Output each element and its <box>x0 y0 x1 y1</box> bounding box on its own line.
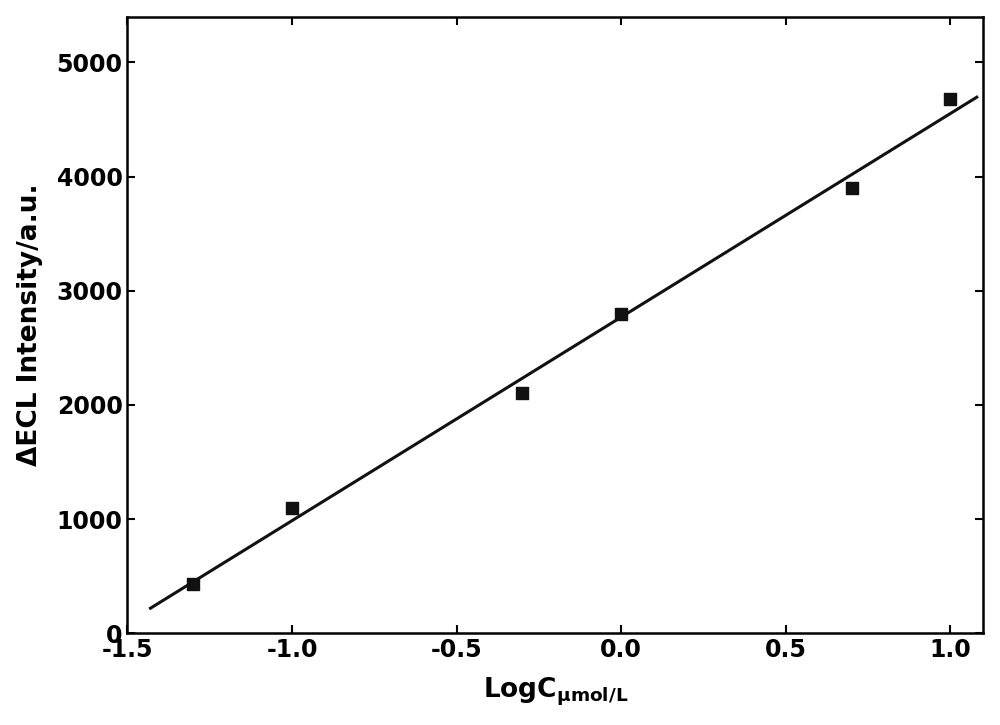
Point <box>514 388 530 399</box>
Point <box>185 579 201 590</box>
Point <box>942 93 958 104</box>
Point <box>613 307 629 319</box>
Y-axis label: ΔECL Intensity/a.u.: ΔECL Intensity/a.u. <box>17 183 43 466</box>
X-axis label: LogC$_{\mathregular{\mu mol/L}}$: LogC$_{\mathregular{\mu mol/L}}$ <box>483 676 628 708</box>
Point <box>844 182 860 194</box>
Point <box>284 502 300 513</box>
